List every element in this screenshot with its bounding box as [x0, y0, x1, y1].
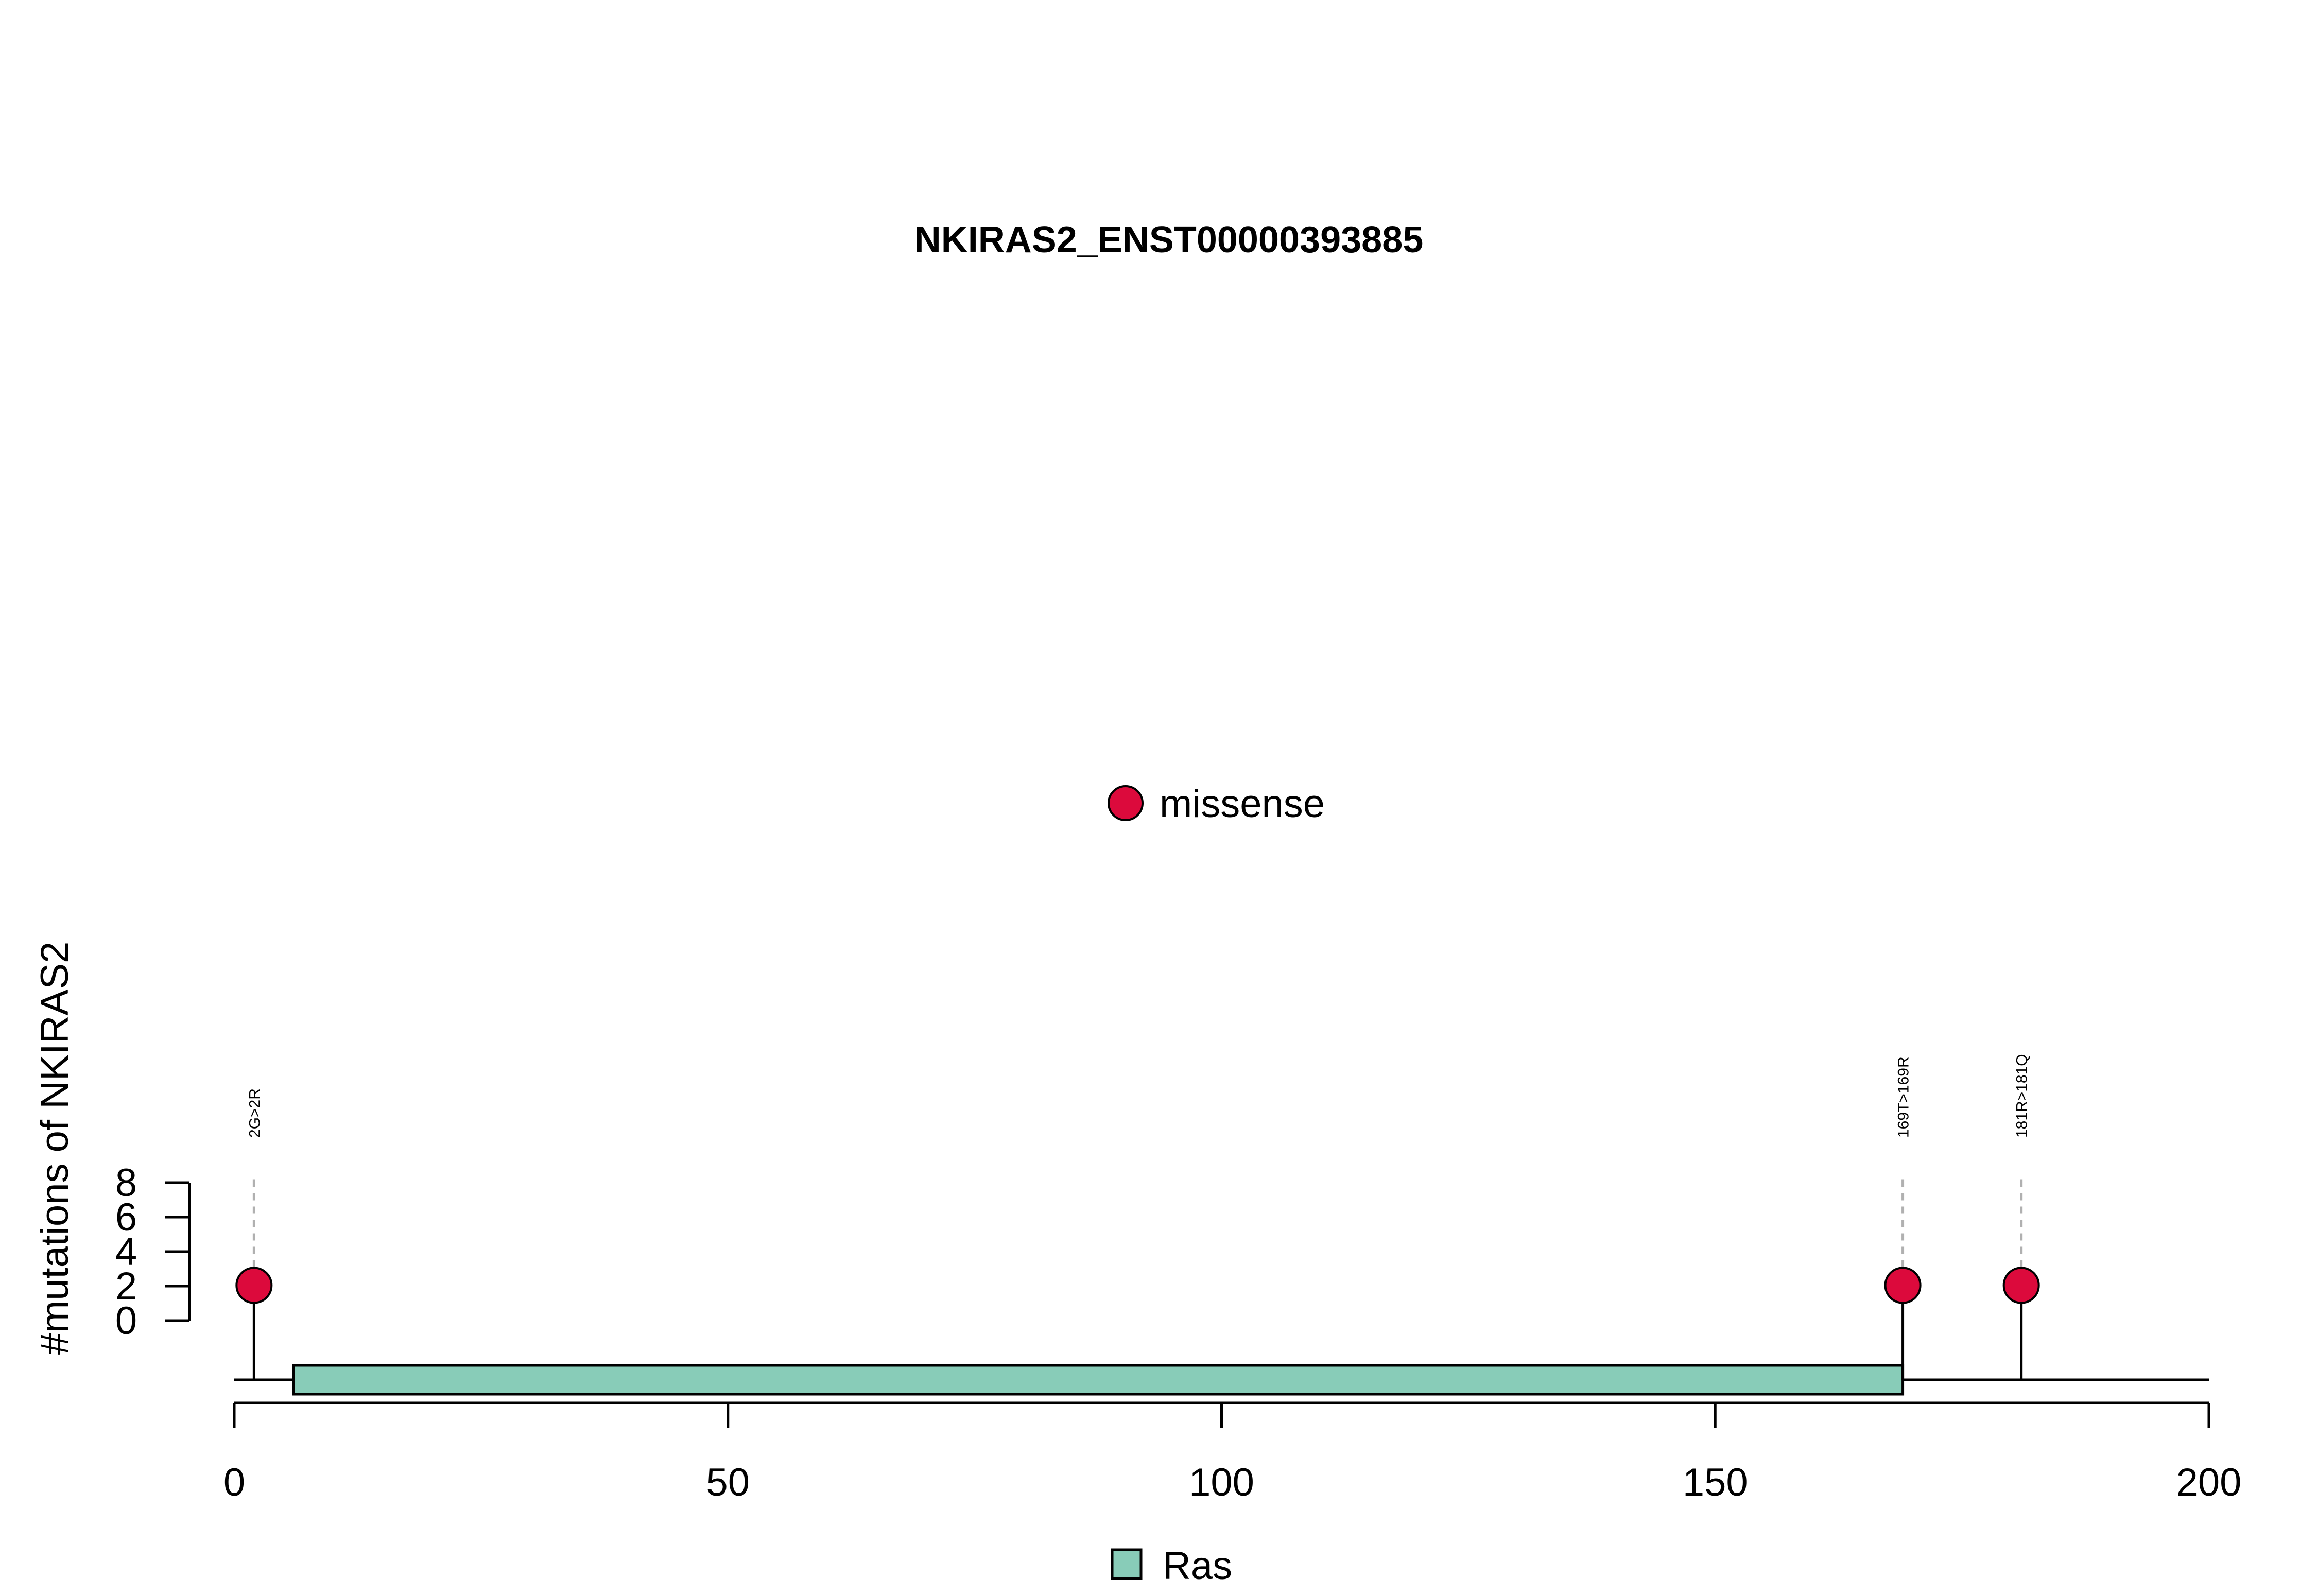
legend-domain-ras-swatch: [1111, 1548, 1143, 1580]
y-tick-label: 6: [115, 1195, 137, 1239]
legend-domain-ras-label: Ras: [1163, 1544, 1232, 1588]
mutation-point: [235, 1267, 273, 1304]
mutation-label: 2G>2R: [246, 1088, 263, 1138]
x-axis: 0 50 100 150 200: [223, 1401, 2242, 1504]
mutation-lollipop: 169T>169R: [1884, 1056, 1922, 1380]
y-tick-label: 2: [115, 1264, 137, 1308]
y-tick-label: 8: [115, 1161, 137, 1205]
legend-missense-label: missense: [1160, 782, 1325, 826]
mutation-legend: missense: [1108, 782, 1325, 826]
x-tick-label: 150: [1683, 1461, 1748, 1504]
x-tick-label: 50: [706, 1461, 750, 1504]
protein-domains: [292, 1364, 1905, 1396]
legend-missense-marker: [1108, 785, 1144, 821]
x-tick-label: 100: [1189, 1461, 1254, 1504]
domain-legend: Ras: [1111, 1544, 1232, 1588]
mutation-label: 169T>169R: [1895, 1056, 1912, 1138]
mutation-lollipop: 181R>181Q: [2002, 1054, 2040, 1380]
domain-ras: [292, 1364, 1905, 1396]
mutation-point: [2002, 1267, 2040, 1304]
chart-title: NKIRAS2_ENST00000393885: [914, 219, 1424, 261]
mutation-lollipop: 2G>2R: [235, 1088, 273, 1380]
y-tick-label: 4: [115, 1230, 137, 1274]
x-tick-label: 200: [2176, 1461, 2242, 1504]
x-tick-label: 0: [223, 1461, 245, 1504]
mutation-label: 181R>181Q: [2014, 1054, 2031, 1138]
y-tick-label: 0: [115, 1299, 137, 1343]
mutation-lollipops: 2G>2R 169T>169R 181R>181Q: [235, 1054, 2040, 1380]
y-axis-label: #mutations of NKIRAS2: [33, 942, 77, 1355]
mutation-point: [1884, 1267, 1922, 1304]
